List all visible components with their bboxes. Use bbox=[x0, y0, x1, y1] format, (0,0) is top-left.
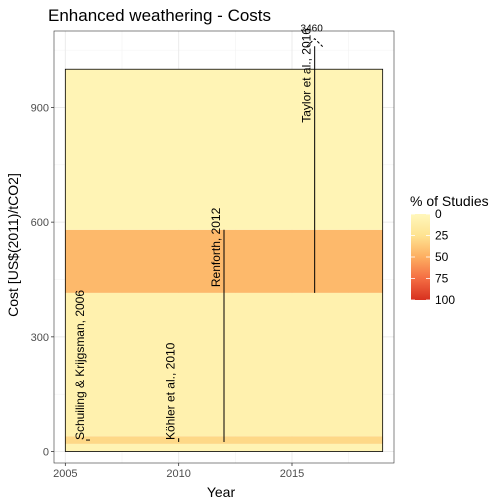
legend-tick-label-4: 100 bbox=[435, 293, 455, 307]
axes: 0 300 600 900 2005 2010 2015 bbox=[31, 30, 395, 480]
legend-title: % of Studies bbox=[410, 193, 489, 209]
y-tick-label-0: 0 bbox=[43, 447, 49, 459]
legend: % of Studies 0 25 50 75 100 bbox=[410, 193, 489, 307]
annotation-arrow-0 bbox=[306, 37, 324, 47]
band-outline bbox=[64, 68, 384, 452]
legend-colorbar bbox=[411, 214, 430, 300]
y-tick-label-1: 300 bbox=[31, 332, 49, 344]
annotation-label-0: 3460 bbox=[301, 24, 324, 35]
panel-border bbox=[53, 30, 395, 464]
legend-tick-label-0: 0 bbox=[435, 207, 442, 221]
study-label-0: Schuiling & Krijgsman, 2006 bbox=[73, 290, 87, 440]
x-axis-title: Year bbox=[207, 484, 236, 500]
band-0 bbox=[65, 443, 383, 452]
y-tick-label-2: 600 bbox=[31, 217, 49, 229]
legend-tick-label-3: 75 bbox=[435, 272, 449, 286]
y-tick-label-3: 900 bbox=[31, 102, 49, 114]
x-tick-label-1: 2010 bbox=[166, 468, 190, 480]
x-tick-label-2: 2015 bbox=[280, 468, 304, 480]
study-label-2: Renforth, 2012 bbox=[209, 207, 223, 287]
x-tick-label-0: 2005 bbox=[53, 468, 77, 480]
legend-tick-label-2: 50 bbox=[435, 250, 449, 264]
study-label-3: Taylor et al., 2016 bbox=[300, 28, 314, 123]
band-4 bbox=[65, 69, 383, 230]
plot-area: Schuiling & Krijgsman, 2006 Köhler et al.… bbox=[54, 24, 394, 463]
study-label-1: Köhler et al., 2010 bbox=[164, 342, 178, 440]
y-axis-title: Cost [US$(2011)/tCO2] bbox=[5, 173, 21, 317]
chart-title: Enhanced weathering - Costs bbox=[48, 6, 271, 25]
legend-tick-label-1: 25 bbox=[435, 229, 449, 243]
